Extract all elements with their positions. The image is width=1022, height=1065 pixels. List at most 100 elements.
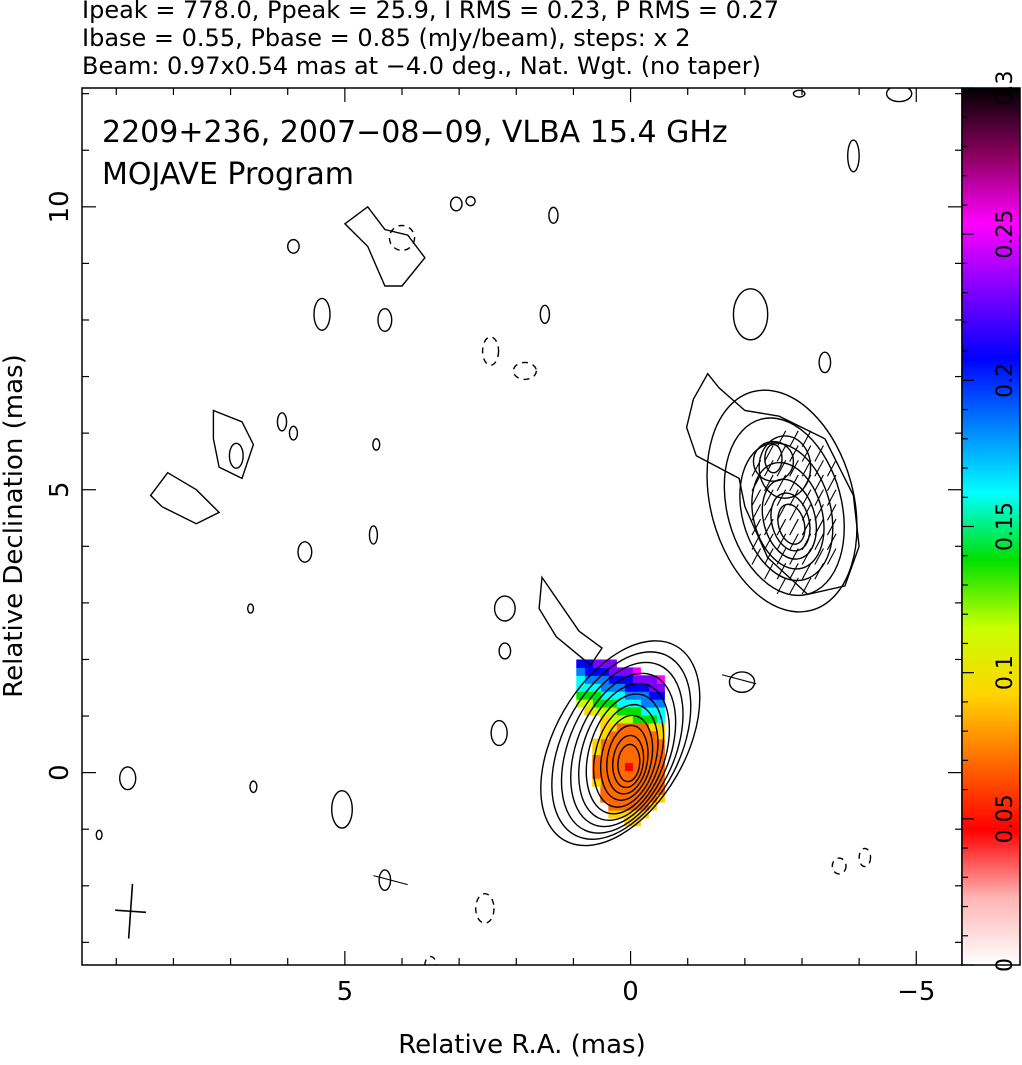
core-contour (551, 651, 692, 840)
evpa-tick (801, 533, 812, 551)
pol-pixel (616, 762, 625, 771)
colorbar-tick-label: 0.25 (993, 210, 1018, 259)
pol-pixel (608, 730, 617, 740)
small-contour (539, 304, 551, 325)
pol-pixel (624, 699, 633, 708)
evpa-tick (776, 489, 787, 506)
pol-pixel (584, 667, 593, 676)
evpa-tick (789, 489, 799, 506)
small-contour (276, 412, 288, 432)
y-tick-label: 10 (45, 190, 75, 223)
core-contour (560, 661, 684, 834)
pol-pixel (624, 786, 633, 795)
pol-pixel (592, 659, 601, 668)
pol-pixel (640, 722, 649, 732)
pol-pixel (648, 770, 657, 779)
negative-contour (831, 857, 847, 875)
plot-frame (81, 87, 963, 966)
evpa-tick (764, 518, 774, 536)
colorbar-tick-labels: 0 0.05 0.1 0.15 0.2 0.25 0.3 (993, 71, 1018, 973)
pol-pixel (616, 770, 625, 779)
small-contour (297, 541, 313, 563)
evpa-tick (826, 548, 837, 565)
y-tick-label: 0 (45, 764, 75, 781)
core-contour (600, 714, 654, 801)
axis-tick-labels: 5 0 −5 0 5 10 (45, 190, 935, 1007)
colorbar-tick-label: 0.05 (993, 794, 1018, 843)
pol-pixel (608, 667, 617, 676)
evpa-tick (776, 430, 787, 448)
evpa-tick (789, 577, 799, 595)
pol-pixel (656, 738, 665, 748)
pol-pixel (632, 746, 641, 756)
small-contour (372, 438, 381, 451)
pol-pixel (624, 675, 633, 684)
small-contour (368, 525, 379, 545)
pol-pixel (592, 754, 601, 764)
pol-pixel (592, 738, 601, 748)
pol-pixel (648, 699, 657, 708)
pol-pixel (640, 754, 649, 764)
evpa-tick (814, 459, 824, 477)
evpa-tick (776, 504, 787, 521)
core-contour (612, 734, 645, 789)
evpa-tick (801, 474, 812, 492)
small-contour (490, 719, 508, 747)
header-line-3: Beam: 0.97x0.54 mas at −4.0 deg., Nat. W… (82, 52, 761, 80)
pol-pixel (648, 714, 657, 724)
evpa-tick (801, 518, 812, 536)
evpa-tick (801, 504, 812, 521)
pol-pixel (632, 762, 641, 771)
pol-pixel (632, 691, 641, 700)
diffuse-contour (538, 575, 603, 667)
pol-pixel (640, 683, 649, 692)
axis-ticks (82, 88, 962, 965)
small-contour (847, 139, 860, 173)
pol-pixel (608, 714, 617, 724)
evpa-tick (776, 445, 787, 462)
core-contour (606, 724, 649, 795)
jet-contour (770, 492, 811, 552)
pol-pixel (576, 691, 585, 700)
pol-pixel (616, 794, 625, 803)
evpa-tick (789, 430, 799, 448)
pol-pixel (624, 762, 633, 771)
pol-pixel (616, 786, 625, 795)
evpa-tick (826, 459, 837, 477)
small-contour (249, 780, 258, 794)
evpa-tick (801, 489, 812, 506)
colorbar-tick-label: 0 (993, 958, 1018, 972)
small-contour (885, 88, 913, 103)
evpa-tick (826, 489, 837, 506)
pol-pixel (576, 675, 585, 684)
pol-pixel (608, 746, 617, 756)
pol-pixel (608, 683, 617, 692)
evpa-tick (826, 518, 837, 536)
pol-pixel (656, 786, 665, 795)
pol-pixel (656, 778, 665, 787)
x-axis-label: Relative R.A. (mas) (398, 1030, 645, 1060)
evpa-tick (789, 548, 799, 565)
pol-pixel (576, 699, 585, 708)
pol-pixel (656, 762, 665, 771)
pol-pixel (592, 706, 601, 716)
pol-pixel (600, 706, 609, 716)
colorbar-tick-label: 0.2 (993, 363, 1018, 398)
beam-marker (115, 883, 147, 939)
evpa-tick (764, 489, 774, 506)
jet-contour (706, 389, 858, 613)
pol-pixel (624, 746, 633, 756)
core-contour (617, 743, 641, 783)
small-contour (119, 766, 137, 791)
pol-pixel (616, 809, 625, 819)
pol-pixel (592, 691, 601, 700)
evpa-tick (801, 459, 812, 477)
pol-pixel (624, 706, 633, 716)
pol-pixel (592, 770, 601, 779)
pol-pixel (600, 659, 609, 668)
evpa-tick (826, 504, 837, 521)
pol-pixel (640, 809, 649, 819)
small-contour (313, 297, 331, 331)
small-contour (465, 195, 476, 207)
negative-contour (388, 224, 416, 252)
